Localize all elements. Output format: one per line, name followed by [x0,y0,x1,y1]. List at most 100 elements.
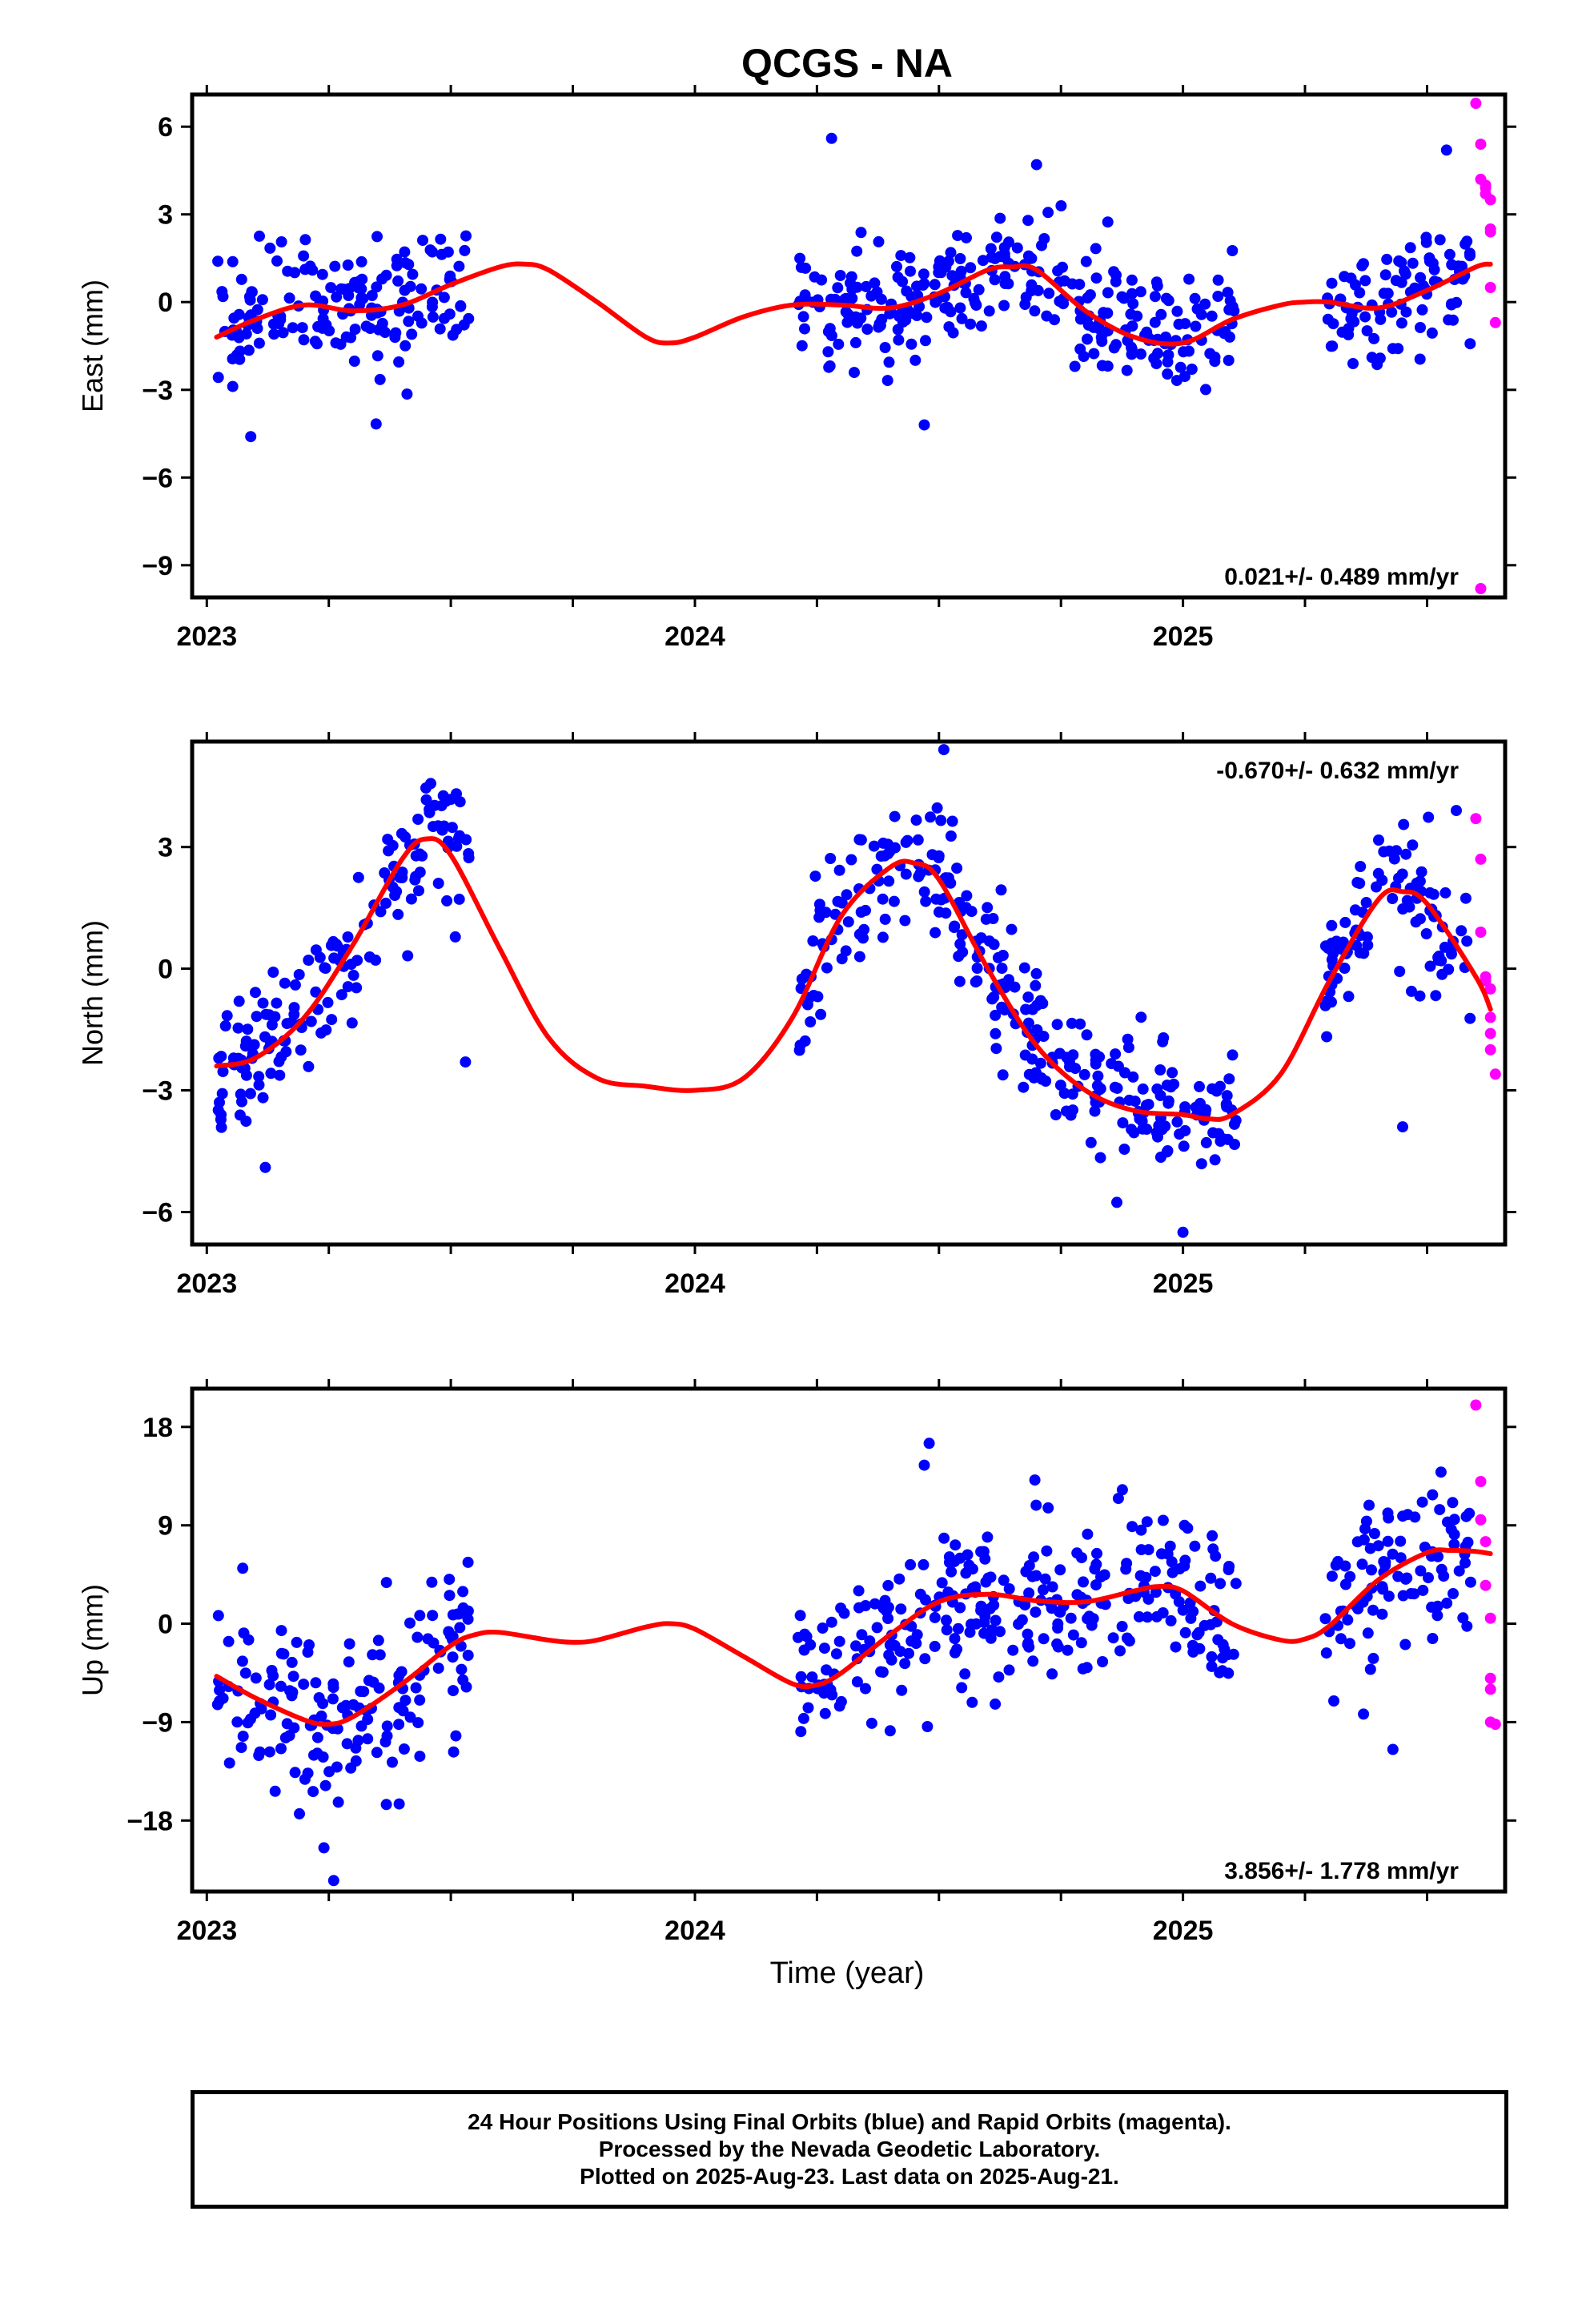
final-point [797,1712,809,1724]
final-point [1376,1581,1388,1593]
final-point [245,1713,256,1725]
final-point [905,291,917,303]
final-point [432,878,444,889]
final-point [905,1635,917,1647]
final-point [1434,1504,1446,1516]
final-point [1383,1590,1395,1602]
final-point [351,955,363,967]
model-curve [214,836,1493,1122]
final-point [1207,1543,1219,1555]
final-point [231,1716,243,1728]
final-point [434,323,446,335]
final-point [447,1651,459,1663]
panel-east: 2023 2024 2025 6 3 0 −3 −6 −9 East (mm) 0.021+/- 0… [76,85,1516,652]
final-point [380,897,391,909]
final-point [348,356,360,367]
rapid-point [1470,98,1482,109]
x-tick-marks [205,1379,1428,1901]
rapid-point [1484,1043,1496,1055]
final-point [965,262,977,274]
final-point [929,1640,941,1652]
final-point [310,1677,322,1689]
x-tick-label: 2025 [1153,621,1214,652]
panel-north: 2023 2024 2025 3 0 −3 −6 North (mm) -0.670+/- 0.… [76,732,1516,1299]
final-point [1094,1152,1106,1164]
final-point [968,292,980,304]
final-point [879,1594,891,1606]
final-point [382,834,394,846]
final-point [1424,960,1436,972]
final-point [802,1702,814,1714]
final-point [275,1680,287,1692]
final-point [1326,954,1338,966]
x-tick-label: 2023 [176,1916,237,1946]
final-point [441,895,453,907]
final-point [235,1742,247,1754]
final-point [390,327,402,339]
final-point [895,250,907,262]
final-point [1456,925,1468,937]
final-point [825,853,837,864]
final-point [355,255,367,267]
final-point [379,867,391,879]
final-point [1102,360,1114,372]
final-point [1379,269,1391,281]
final-point [1399,1638,1411,1651]
final-point [1039,1573,1051,1585]
final-point [1097,1656,1109,1667]
y-tick-label: −9 [142,551,173,581]
final-point [1040,1076,1052,1087]
final-point [253,337,265,349]
final-point [990,1027,1002,1039]
final-point [1368,332,1380,344]
final-point [1082,319,1094,331]
final-point [1110,1048,1122,1060]
final-point [879,913,891,925]
final-point [345,332,357,344]
final-point [1054,1564,1066,1576]
final-point [266,1019,278,1031]
final-point [355,292,367,304]
rapid-point [1475,1514,1487,1526]
final-point [943,321,955,333]
final-point [956,929,968,941]
final-point [997,1069,1009,1081]
final-point [1398,818,1410,830]
final-point [1029,1474,1041,1486]
final-point [1082,333,1093,345]
final-point [825,1616,837,1628]
final-point [335,283,347,295]
final-point [275,1051,287,1063]
final-point [1186,364,1198,375]
final-point [1448,1514,1460,1526]
y-tick-marks [181,125,1516,567]
final-point [833,1635,845,1647]
final-point [1212,1634,1224,1646]
final-point [1173,318,1185,330]
final-point [1050,1109,1062,1120]
final-point [980,913,992,925]
final-point [392,908,404,920]
y-axis-label: East (mm) [76,279,109,412]
final-point [982,902,994,914]
final-point [983,305,995,317]
final-point [446,822,458,834]
final-point [438,292,450,304]
final-point [1135,1544,1147,1556]
final-point [919,1653,931,1665]
final-point [1332,1555,1344,1567]
final-point [1430,990,1442,1002]
final-point [420,782,432,794]
y-tick-label: 18 [143,1413,173,1443]
final-point [1116,1621,1128,1632]
final-point [1427,1489,1439,1501]
final-point [795,1726,807,1738]
final-point [460,1681,472,1693]
final-point [1123,1635,1135,1647]
final-point [1200,1136,1212,1148]
final-point [1090,243,1102,255]
final-point [223,1757,235,1769]
final-point [979,1553,991,1565]
final-point [259,1161,271,1173]
final-point [920,895,932,907]
